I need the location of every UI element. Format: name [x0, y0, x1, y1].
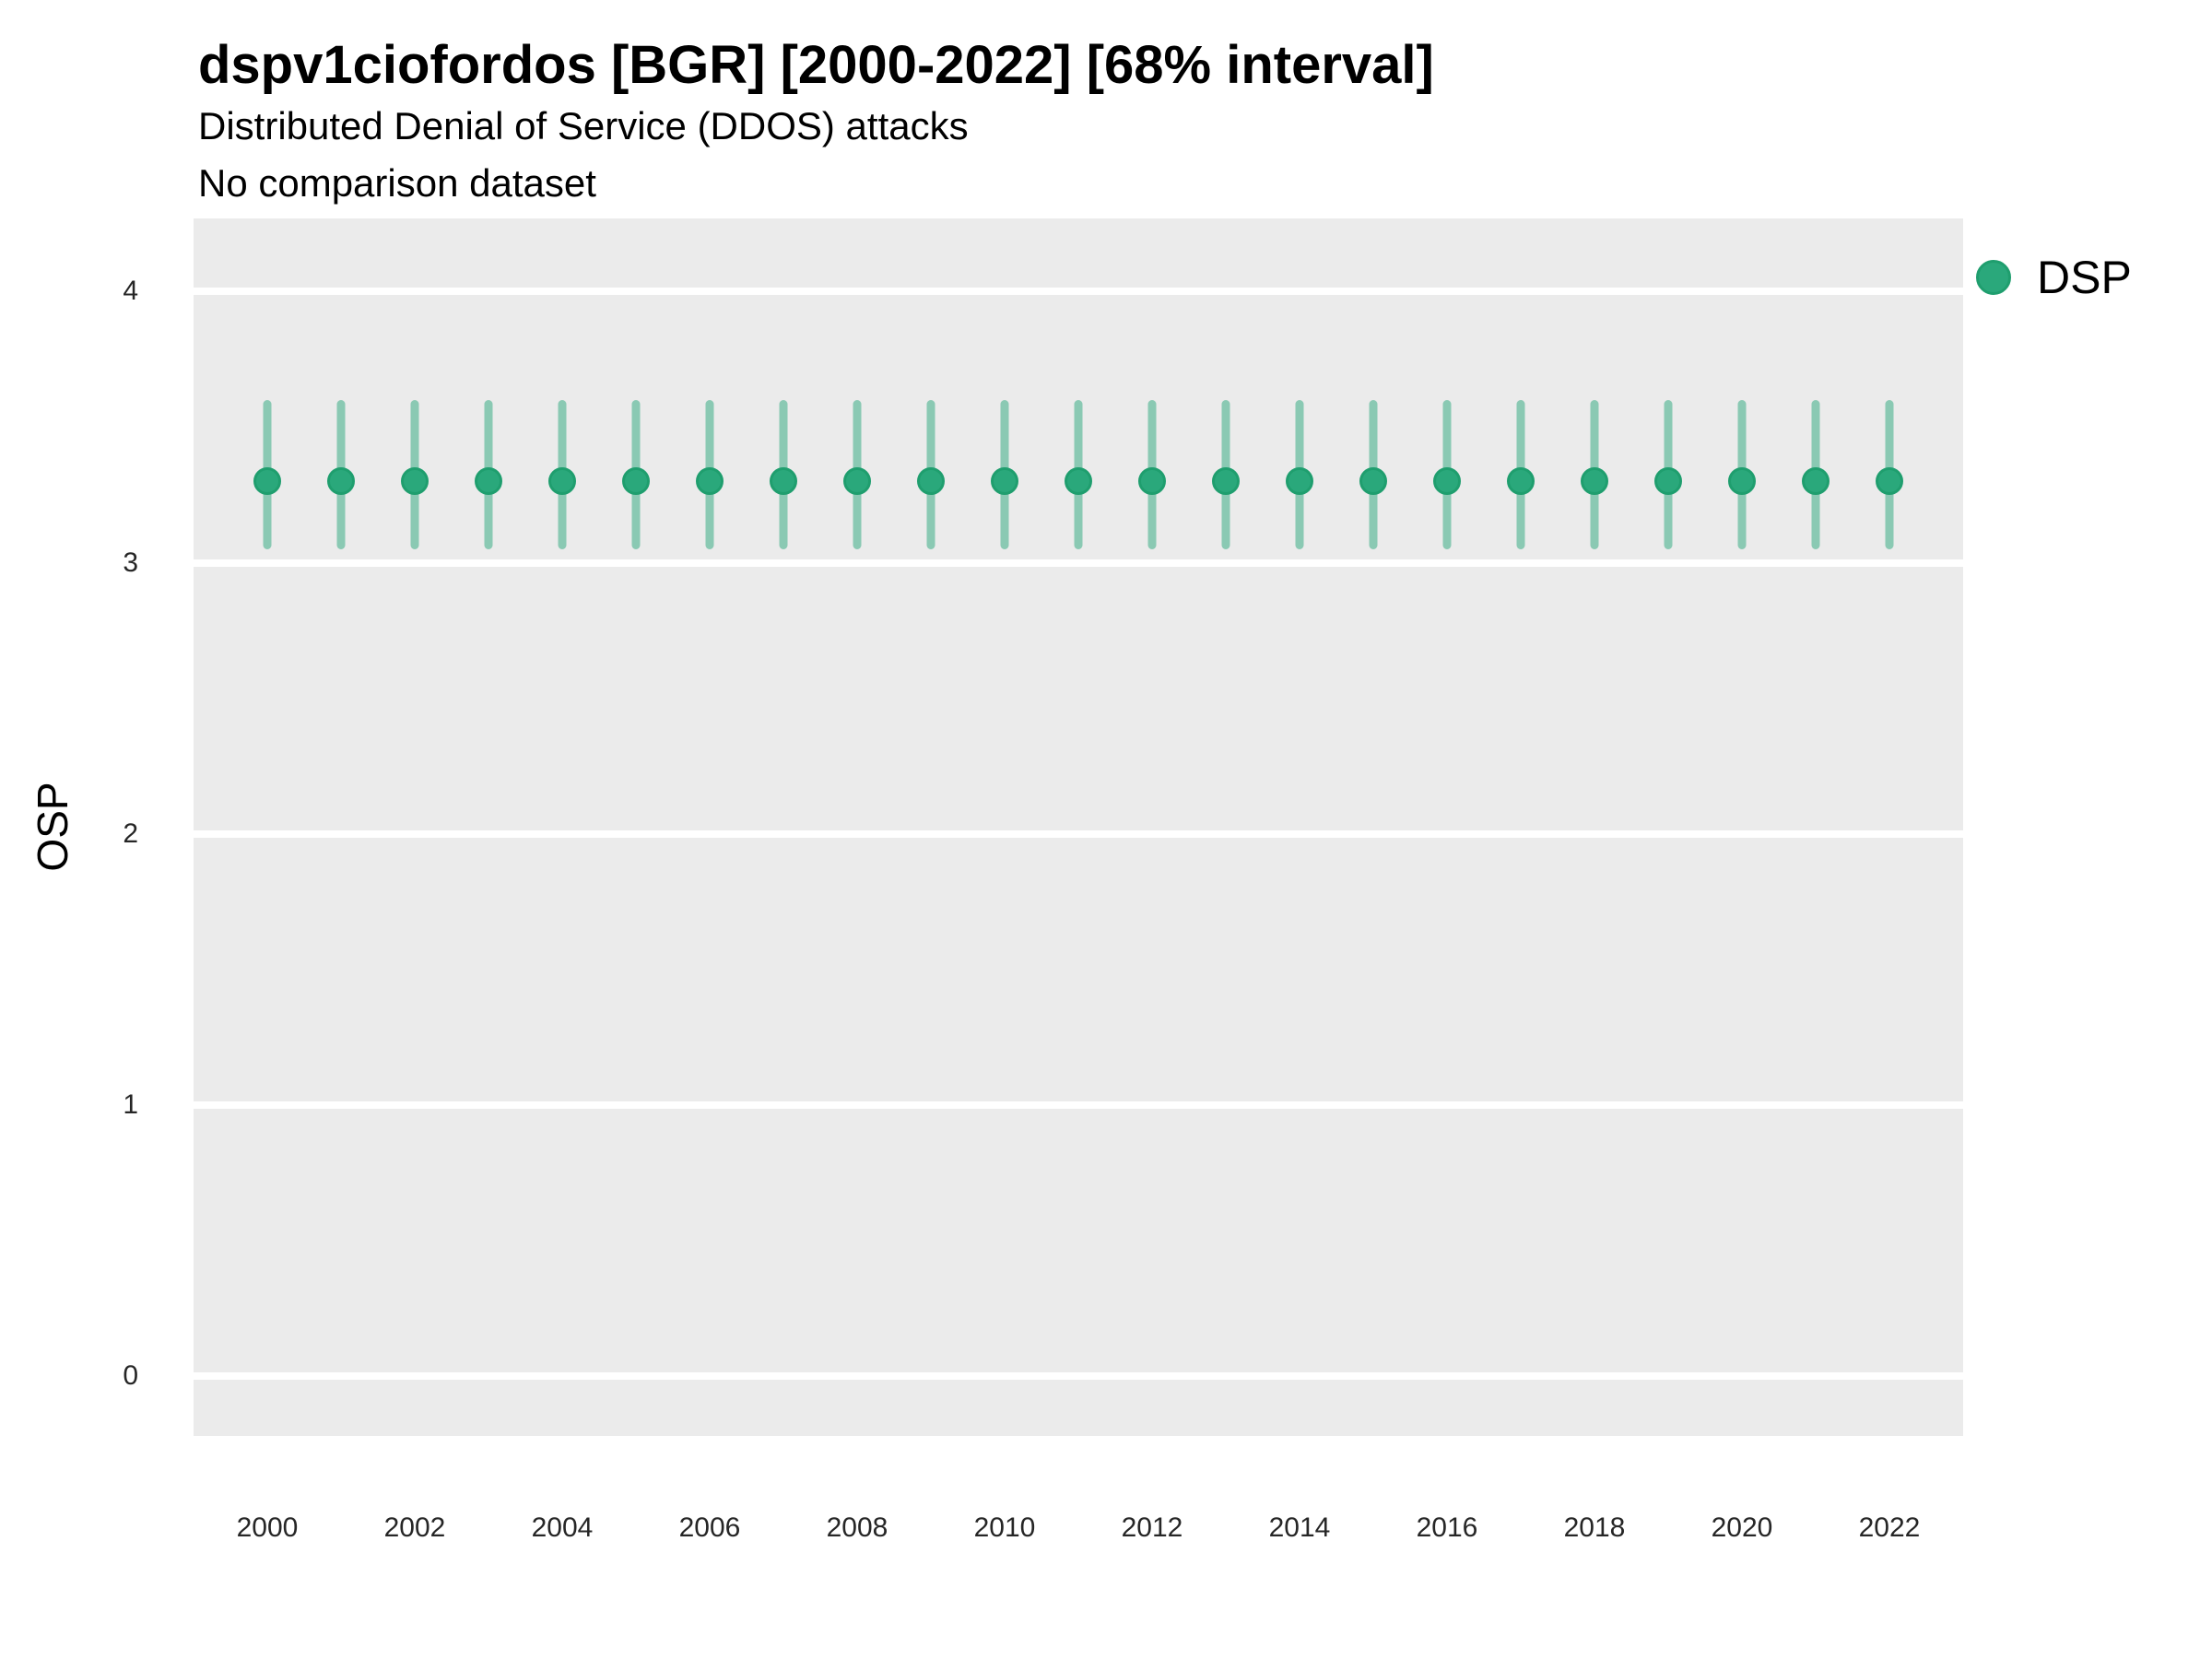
x-tick-label-2000: 2000 — [236, 1512, 299, 1543]
data-point-2003 — [474, 467, 502, 496]
data-point-2004 — [548, 467, 576, 496]
major-gridline-y-4 — [194, 288, 1963, 296]
chart-subtitle: Distributed Denial of Service (DDOS) att… — [198, 104, 969, 147]
data-point-2010 — [991, 467, 1018, 496]
data-point-2015 — [1359, 467, 1387, 496]
data-point-2022 — [1876, 467, 1903, 496]
major-gridline-y-1 — [194, 1101, 1963, 1110]
data-point-2018 — [1581, 467, 1608, 496]
y-axis-tick-labels: 0 1 2 3 4 — [0, 218, 138, 1436]
data-point-2012 — [1138, 467, 1166, 496]
x-tick-label-2022: 2022 — [1858, 1512, 1921, 1543]
x-tick-label-2010: 2010 — [973, 1512, 1036, 1543]
x-tick-label-2008: 2008 — [826, 1512, 888, 1543]
data-point-2009 — [917, 467, 945, 496]
data-point-2017 — [1507, 467, 1535, 496]
legend: DSP — [1976, 254, 2132, 300]
data-point-2008 — [843, 467, 871, 496]
data-point-2005 — [622, 467, 650, 496]
y-tick-label-3: 3 — [123, 547, 138, 578]
data-point-2006 — [696, 467, 724, 496]
x-tick-label-2014: 2014 — [1268, 1512, 1331, 1543]
data-point-2007 — [769, 467, 797, 496]
data-point-2021 — [1802, 467, 1830, 496]
y-tick-label-1: 1 — [123, 1089, 138, 1121]
major-gridline-y-0 — [194, 1372, 1963, 1381]
chart-title: dspv1ciofordos [BGR] [2000-2022] [68% in… — [198, 35, 1434, 95]
data-point-2001 — [326, 467, 355, 496]
y-tick-label-4: 4 — [123, 276, 138, 307]
legend-item-label: DSP — [2037, 252, 2132, 303]
data-point-2002 — [401, 467, 429, 496]
data-point-2013 — [1212, 467, 1240, 496]
x-axis-tick-labels: 2000 2002 2004 2006 2008 2010 2012 2014 2016 2018… — [194, 1436, 1963, 1565]
x-tick-label-2012: 2012 — [1121, 1512, 1183, 1543]
legend-circle-icon — [1976, 260, 2011, 295]
x-tick-label-2016: 2016 — [1416, 1512, 1478, 1543]
major-gridline-y-3 — [194, 559, 1963, 567]
x-tick-label-2018: 2018 — [1563, 1512, 1626, 1543]
data-point-2000 — [253, 467, 281, 496]
y-tick-label-2: 2 — [123, 818, 138, 849]
x-tick-label-2020: 2020 — [1711, 1512, 1773, 1543]
major-gridline-y-2 — [194, 830, 1963, 838]
y-tick-label-0: 0 — [123, 1360, 138, 1392]
x-tick-label-2006: 2006 — [678, 1512, 741, 1543]
data-point-2020 — [1728, 467, 1756, 496]
data-point-2016 — [1433, 467, 1461, 496]
comparison-note: No comparison dataset — [198, 161, 596, 205]
x-tick-label-2002: 2002 — [383, 1512, 446, 1543]
data-point-2014 — [1286, 467, 1313, 496]
data-point-2011 — [1065, 467, 1092, 496]
plot-panel — [194, 218, 1963, 1436]
data-point-2019 — [1654, 467, 1682, 496]
x-tick-label-2004: 2004 — [531, 1512, 594, 1543]
